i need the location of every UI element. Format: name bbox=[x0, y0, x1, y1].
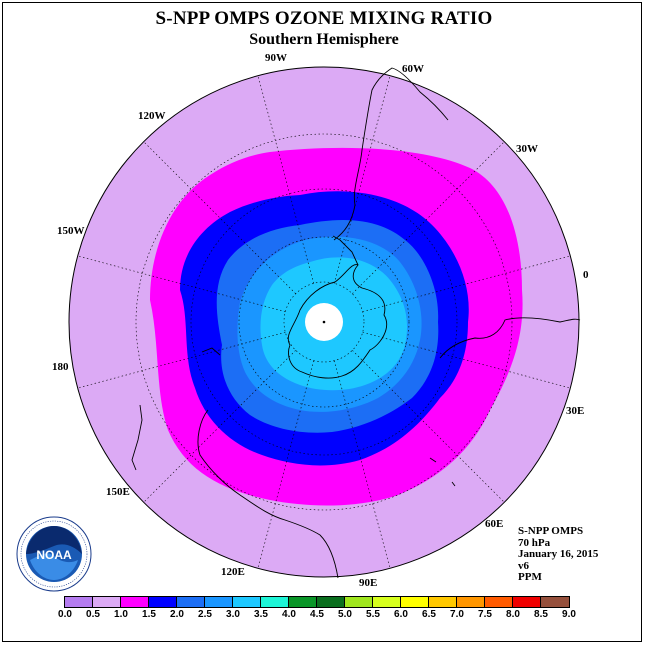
colorbar-swatch bbox=[317, 597, 345, 607]
colorbar-tick-label: 7.0 bbox=[450, 609, 464, 620]
colorbar-tick-label: 4.5 bbox=[310, 609, 324, 620]
colorbar-tick-label: 2.0 bbox=[170, 609, 184, 620]
lon-label-150e: 150E bbox=[106, 486, 130, 498]
lon-label-90w: 90W bbox=[265, 52, 287, 64]
info-level: 70 hPa bbox=[518, 536, 551, 549]
colorbar-tick-label: 3.0 bbox=[226, 609, 240, 620]
info-sensor: S-NPP OMPS bbox=[518, 525, 584, 537]
lon-label-30e: 30E bbox=[566, 405, 585, 417]
info-unit: PPM bbox=[518, 571, 542, 583]
colorbar-tick-label: 3.5 bbox=[254, 609, 268, 620]
colorbar-swatch bbox=[289, 597, 317, 607]
coastlines bbox=[131, 67, 581, 579]
colorbar-tick-label: 4.0 bbox=[282, 609, 296, 620]
product-info: S-NPP OMPS 70 hPa January 16, 2015 v6 PP… bbox=[518, 525, 599, 584]
lon-label-30w: 30W bbox=[516, 143, 538, 155]
colorbar-tick-label: 9.0 bbox=[562, 609, 576, 620]
info-version: v6 bbox=[518, 559, 529, 572]
lon-label-150w: 150W bbox=[57, 225, 85, 237]
lon-label-60w: 60W bbox=[402, 63, 424, 75]
colorbar-tick-label: 8.5 bbox=[534, 609, 548, 620]
new-zealand-coastline bbox=[131, 404, 143, 471]
colorbar-tick-label: 6.5 bbox=[422, 609, 436, 620]
lon-label-120w: 120W bbox=[138, 110, 166, 122]
colorbar-tick-label: 0.0 bbox=[58, 609, 72, 620]
colorbar-swatch bbox=[541, 597, 569, 607]
colorbar-tick-label: 1.0 bbox=[114, 609, 128, 620]
colorbar-swatch bbox=[401, 597, 429, 607]
antarctica-coastline bbox=[287, 264, 388, 379]
south-america-coastline bbox=[333, 67, 449, 241]
colorbar-swatch bbox=[93, 597, 121, 607]
map-subtitle: Southern Hemisphere bbox=[249, 31, 399, 48]
lon-label-90e: 90E bbox=[359, 577, 378, 589]
colorbar-swatch bbox=[177, 597, 205, 607]
colorbar-swatch bbox=[261, 597, 289, 607]
colorbar-tick-label: 7.5 bbox=[478, 609, 492, 620]
lon-label-180: 180 bbox=[52, 361, 69, 373]
colorbar-ticks: 0.0 0.5 1.0 1.5 2.0 2.5 3.0 3.5 4.0 4.5 5.0 5.5 6.0 6… bbox=[0, 609, 648, 623]
svg-text:NOAA: NOAA bbox=[36, 548, 72, 562]
lon-label-0: 0 bbox=[583, 269, 589, 281]
lon-label-60e: 60E bbox=[485, 518, 504, 530]
map-title: S-NPP OMPS OZONE MIXING RATIO bbox=[155, 8, 493, 29]
colorbar-tick-label: 8.0 bbox=[506, 609, 520, 620]
colorbar-swatch bbox=[233, 597, 261, 607]
indian-ocean-islands-coastline bbox=[201, 347, 456, 487]
africa-coastline bbox=[439, 317, 581, 359]
colorbar-swatch bbox=[513, 597, 541, 607]
colorbar-tick-label: 1.5 bbox=[142, 609, 156, 620]
lon-label-120e: 120E bbox=[221, 566, 245, 578]
colorbar-swatch bbox=[485, 597, 513, 607]
colorbar-tick-label: 6.0 bbox=[394, 609, 408, 620]
colorbar-tick-label: 5.0 bbox=[338, 609, 352, 620]
colorbar-tick-label: 2.5 bbox=[198, 609, 212, 620]
info-date: January 16, 2015 bbox=[518, 548, 599, 560]
colorbar-swatch bbox=[373, 597, 401, 607]
colorbar-swatch bbox=[121, 597, 149, 607]
colorbar-swatch bbox=[429, 597, 457, 607]
colorbar-tick-label: 0.5 bbox=[86, 609, 100, 620]
colorbar bbox=[64, 596, 570, 608]
noaa-logo: NOAA bbox=[16, 516, 92, 592]
colorbar-swatch bbox=[205, 597, 233, 607]
colorbar-swatch bbox=[457, 597, 485, 607]
colorbar-swatch bbox=[345, 597, 373, 607]
latitude-circles bbox=[135, 133, 513, 511]
colorbar-swatch bbox=[65, 597, 93, 607]
colorbar-tick-label: 5.5 bbox=[366, 609, 380, 620]
colorbar-swatch bbox=[149, 597, 177, 607]
map-border bbox=[68, 66, 580, 578]
south-pole-marker bbox=[322, 320, 326, 324]
australia-coastline bbox=[197, 409, 339, 579]
